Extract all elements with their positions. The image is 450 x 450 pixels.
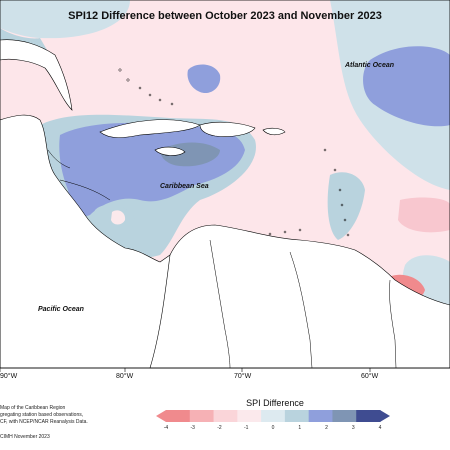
florida-land — [0, 39, 73, 111]
legend-swatch — [213, 410, 238, 422]
lon-label-60w: 60°W — [361, 373, 379, 380]
lon-label-90w: 90°W — [0, 373, 18, 380]
legend-tick-label: 1 — [298, 425, 302, 431]
note-credit: CIMH November 2023 — [0, 434, 50, 440]
wet-region-lesser-antilles — [327, 172, 365, 240]
legend-swatch — [237, 410, 262, 422]
legend-tick-label: -1 — [244, 425, 249, 431]
cuba-land — [99, 119, 201, 138]
note-line-1: Map of the Caribbean Region — [0, 405, 66, 411]
legend-swatch — [284, 410, 310, 422]
label-pacific-ocean: Pacific Ocean — [38, 306, 84, 313]
map-frame — [0, 0, 450, 369]
legend-swatch — [166, 410, 191, 422]
legend-swatch — [308, 410, 333, 422]
wet-region-bahamas — [187, 64, 221, 94]
legend-tick-label: -3 — [190, 425, 195, 431]
legend-tick-label: -2 — [217, 425, 222, 431]
longitude-ticks — [0, 368, 371, 372]
land — [0, 39, 450, 369]
legend-tick-label: 2 — [325, 425, 328, 431]
dry-region-east — [398, 197, 450, 233]
legend-swatch — [189, 410, 215, 422]
wet-region-east-atlantic-core — [363, 46, 450, 127]
legend-tick-label: 3 — [351, 425, 355, 431]
legend-tick-label: 0 — [271, 425, 275, 431]
legend-swatch — [261, 410, 286, 422]
island-dots — [118, 68, 350, 237]
legend-arrow-right — [380, 410, 390, 422]
label-atlantic-ocean: Atlantic Ocean — [345, 62, 395, 69]
note-line-2: gregating station based observations, — [0, 412, 84, 418]
legend-title: SPI Difference — [246, 398, 304, 408]
legend-colorbar — [156, 410, 390, 422]
legend-swatch — [356, 410, 381, 422]
dry-region-small — [111, 210, 126, 225]
legend-tick-label: 4 — [378, 425, 382, 431]
legend-swatch — [332, 410, 357, 422]
lon-label-80w: 80°W — [116, 373, 134, 380]
note-line-3: CF, with NCEP/NCAR Reanalysis Data. — [0, 419, 88, 425]
map-title: SPI12 Difference between October 2023 an… — [68, 10, 382, 22]
legend-arrow-left — [156, 410, 166, 422]
lon-label-70w: 70°W — [234, 373, 252, 380]
label-caribbean-sea: Caribbean Sea — [160, 183, 209, 190]
legend-tick-label: -4 — [163, 425, 169, 431]
hispaniola-land — [199, 121, 256, 137]
wet-region-north-west — [0, 0, 130, 39]
puerto-rico-land — [262, 127, 286, 136]
jamaica-land — [154, 146, 186, 156]
country-borders — [47, 149, 397, 369]
south-america-land — [149, 224, 450, 369]
